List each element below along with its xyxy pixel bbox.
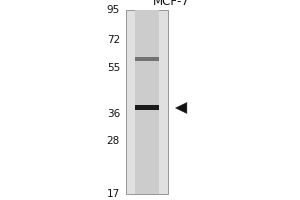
Text: MCF-7: MCF-7: [153, 0, 189, 8]
Text: 72: 72: [107, 35, 120, 45]
Polygon shape: [176, 102, 187, 113]
Text: 17: 17: [107, 189, 120, 199]
Text: 28: 28: [107, 136, 120, 146]
FancyBboxPatch shape: [136, 57, 158, 61]
Text: 55: 55: [107, 63, 120, 73]
Text: 36: 36: [107, 109, 120, 119]
FancyBboxPatch shape: [126, 10, 168, 194]
Text: 95: 95: [107, 5, 120, 15]
FancyBboxPatch shape: [136, 105, 158, 110]
FancyBboxPatch shape: [136, 10, 158, 194]
